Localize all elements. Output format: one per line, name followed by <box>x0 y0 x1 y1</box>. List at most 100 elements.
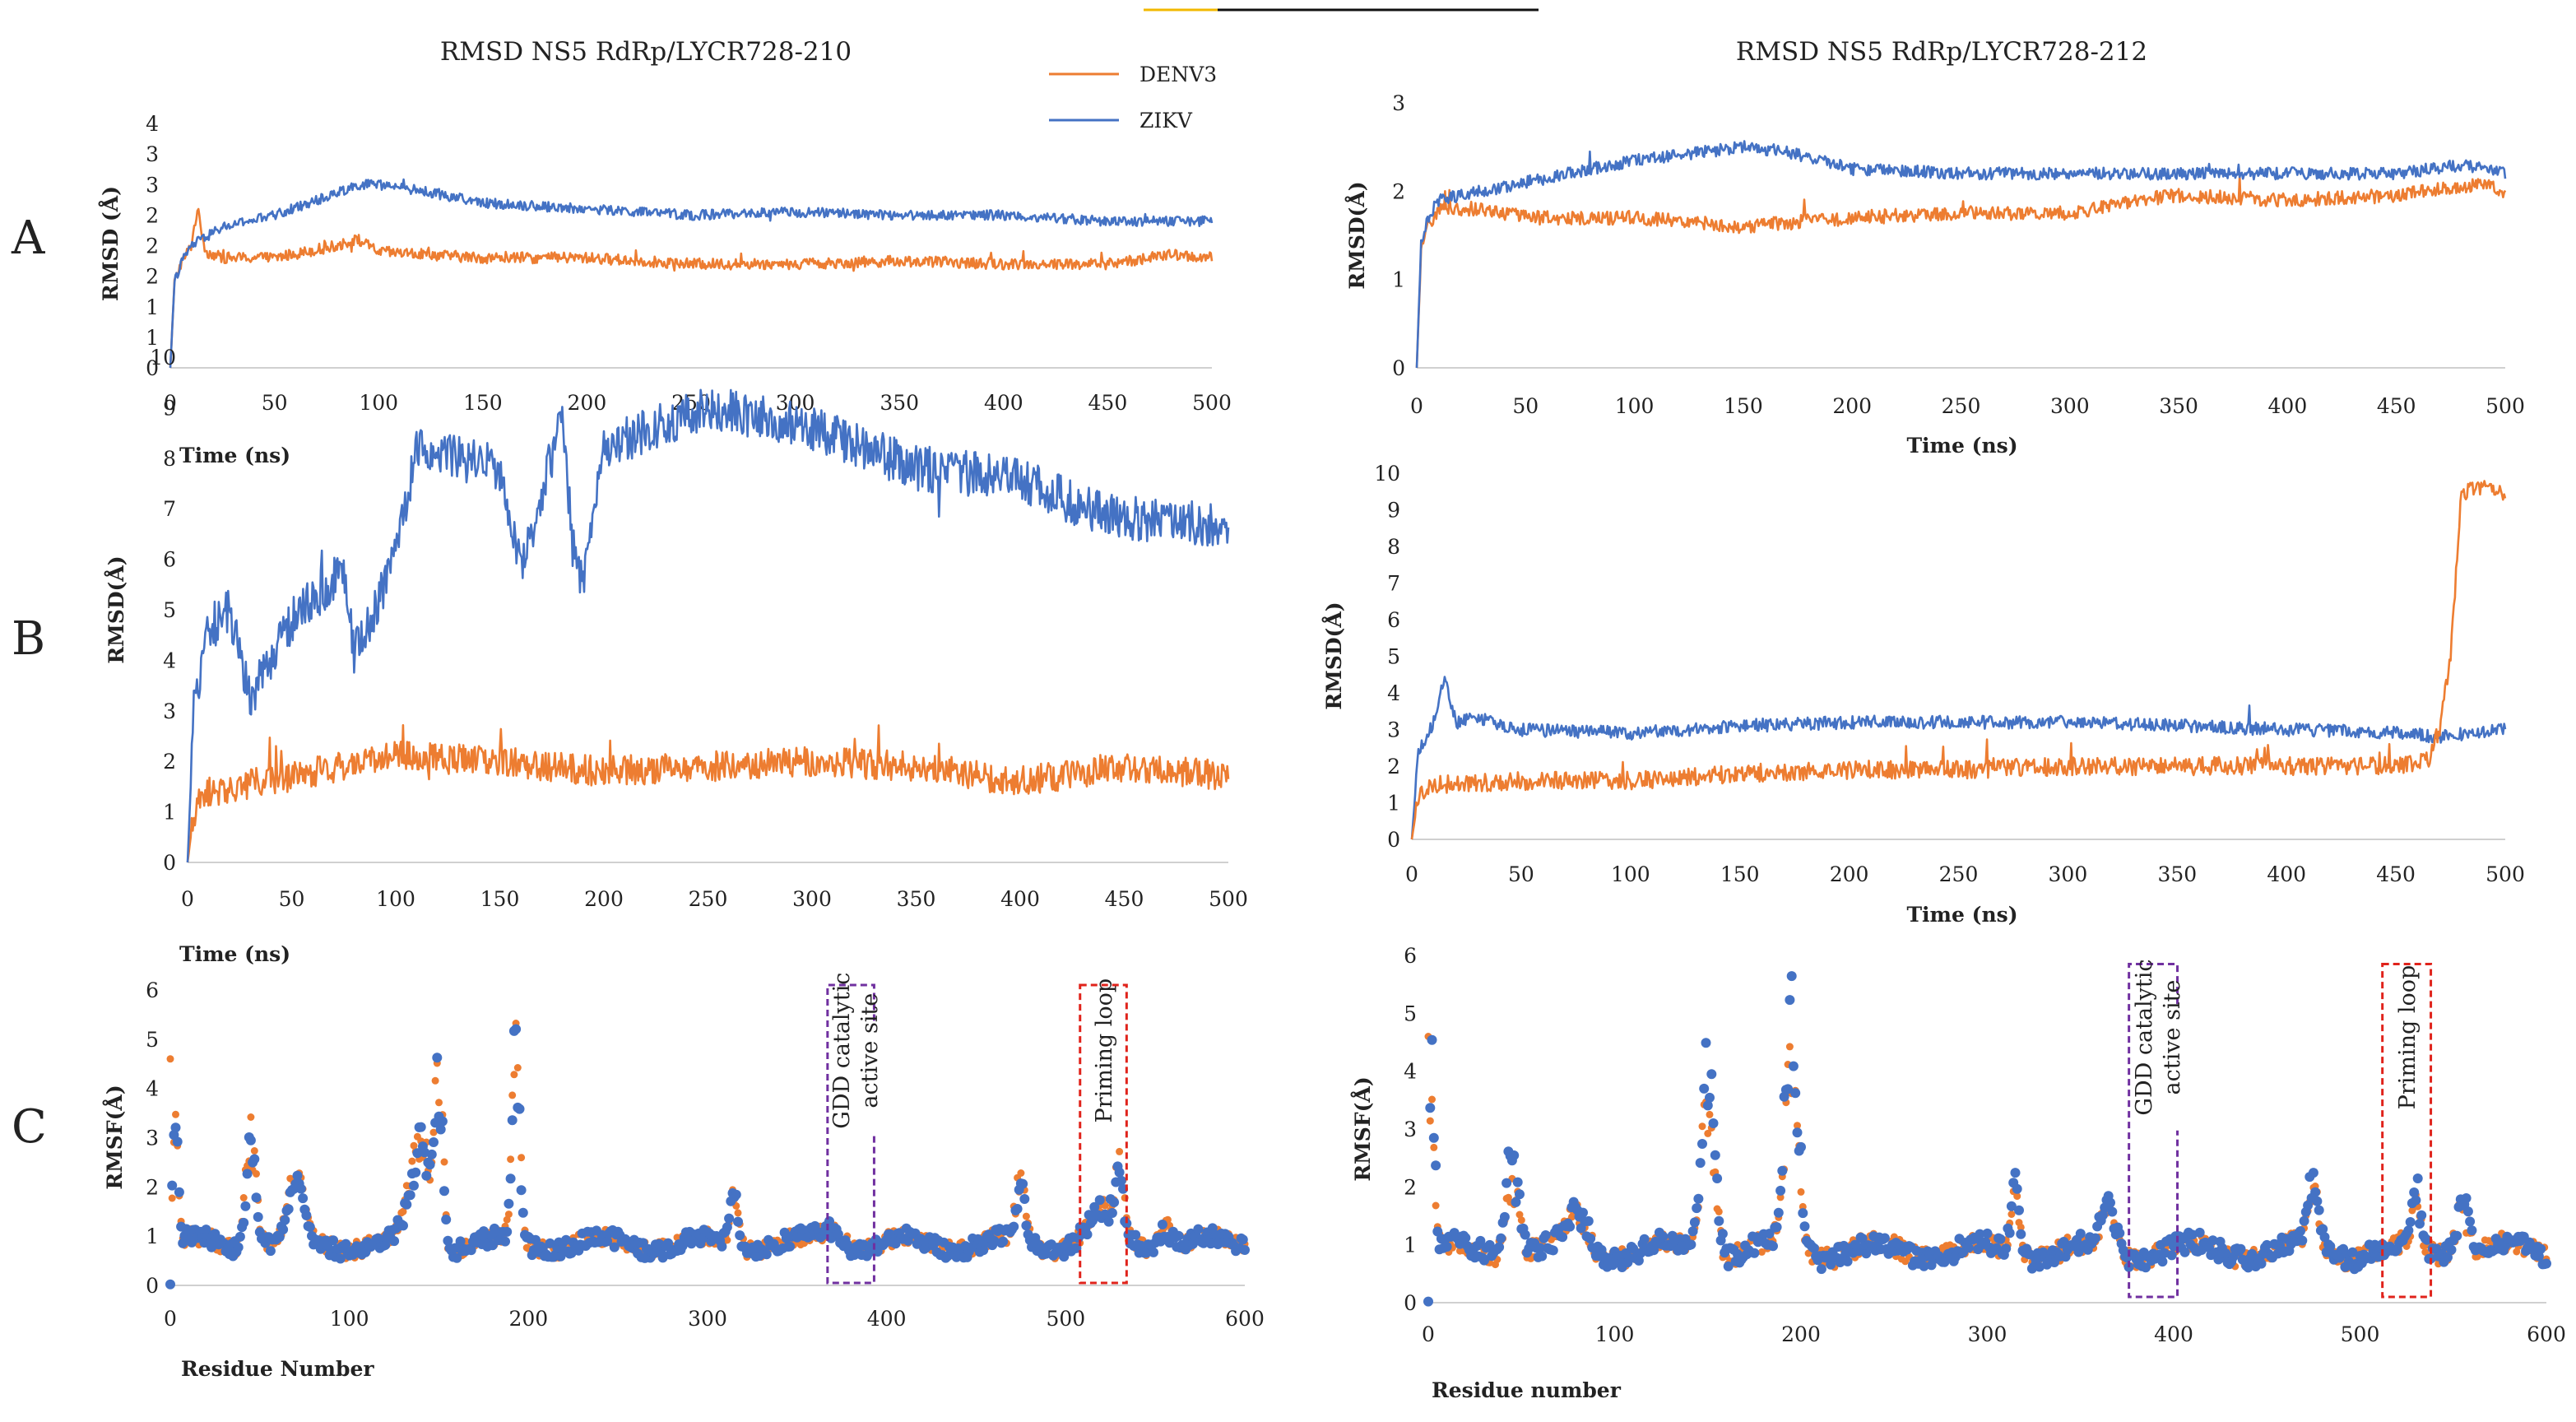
rmsf-point-zikv <box>249 1154 260 1164</box>
row-label-a: A <box>11 211 45 265</box>
rmsf-point-zikv <box>1963 1243 1974 1253</box>
rmsf-point-zikv <box>2462 1206 2473 1217</box>
rmsf-point-zikv <box>1237 1234 1248 1245</box>
rmsf-point-zikv <box>1540 1230 1551 1240</box>
rmsf-point-zikv <box>516 1185 527 1196</box>
rmsf-point-zikv <box>1512 1177 1523 1187</box>
rmsf-point-zikv <box>2308 1168 2318 1178</box>
rmsf-point-zikv <box>1796 1141 1806 1152</box>
rmsf-point-denv3 <box>504 1211 513 1219</box>
rmsf-point-denv3 <box>2007 1211 2016 1218</box>
rmsf-point-zikv <box>380 1240 391 1250</box>
rmsf-point-zikv <box>1723 1261 1734 1271</box>
x-tick-label: 0 <box>1422 1322 1435 1346</box>
rmsf-point-zikv <box>1839 1240 1850 1251</box>
title-left: RMSD NS5 RdRp/LYCR728-210 <box>440 37 852 67</box>
rmsf-point-zikv <box>415 1122 426 1132</box>
rmsf-point-denv3 <box>253 1169 260 1178</box>
gdd-site-label: GDD catalytic active site <box>829 973 883 1129</box>
rmsf-point-zikv <box>170 1122 181 1133</box>
x-tick-label: 400 <box>867 1307 907 1331</box>
y-axis-label: RMSD(Å) <box>1322 602 1346 709</box>
rmsf-point-zikv <box>504 1198 514 1209</box>
y-tick-label: 3 <box>1404 1118 1417 1141</box>
rmsf-point-zikv <box>609 1242 620 1252</box>
legend-label-denv3: DENV3 <box>1139 63 1217 86</box>
rmsf-point-denv3 <box>1698 1122 1706 1131</box>
y-tick-label: 0 <box>1404 1291 1417 1315</box>
rmsf-point-zikv <box>409 1180 419 1191</box>
y-tick-label: 4 <box>1404 1060 1417 1084</box>
rmsf-point-zikv <box>240 1201 251 1211</box>
y-axis-label: RMSD(Å) <box>1345 181 1369 289</box>
series-line-zikv <box>1410 676 2507 840</box>
rmsf-point-zikv <box>1537 1251 1548 1262</box>
x-tick-label: 250 <box>1942 394 1981 418</box>
y-tick-label: 3 <box>163 699 176 723</box>
rmsf-point-zikv <box>1121 1218 1132 1229</box>
x-tick-label: 450 <box>1088 391 1128 415</box>
rmsf-point-zikv <box>245 1135 256 1146</box>
rmsf-point-zikv <box>1633 1255 1644 1266</box>
rmsf-point-zikv <box>341 1238 351 1249</box>
rmsf-point-zikv <box>2034 1262 2045 1272</box>
rmsf-point-zikv <box>1783 1084 1794 1094</box>
rmsf-point-zikv <box>2097 1210 2108 1220</box>
x-tick-label: 600 <box>1225 1307 1265 1331</box>
rmsf-point-zikv <box>1432 1226 1443 1237</box>
rmsf-point-denv3 <box>1794 1122 1801 1130</box>
rmsf-point-zikv <box>239 1217 249 1228</box>
y-tick-label: 0 <box>1392 356 1405 380</box>
rmsf-point-zikv <box>1689 1217 1700 1228</box>
rmsf-point-zikv <box>2446 1244 2457 1255</box>
rmsf-point-zikv <box>389 1236 400 1247</box>
rmsf-point-zikv <box>1771 1222 1782 1233</box>
rmsf-point-zikv <box>733 1216 743 1227</box>
y-tick-label: 3 <box>146 1127 159 1150</box>
x-tick-label: 150 <box>1720 862 1760 886</box>
x-tick-label: 250 <box>1939 862 1979 886</box>
gdd-site-box <box>826 983 875 1285</box>
rmsf-point-zikv <box>1427 1034 1437 1045</box>
rmsf-point-zikv <box>1775 1185 1786 1196</box>
rmsf-point-zikv <box>2415 1219 2425 1229</box>
rmsf-point-zikv <box>1423 1296 1433 1307</box>
rmsf-point-zikv <box>2207 1235 2218 1246</box>
rmsf-point-zikv <box>1583 1215 1594 1226</box>
rmsf-point-denv3 <box>1704 1129 1712 1137</box>
rmsf-point-zikv <box>1692 1203 1702 1214</box>
rmsf-point-zikv <box>2090 1233 2100 1243</box>
x-tick-label: 50 <box>262 391 288 415</box>
x-tick-label: 100 <box>1611 862 1650 886</box>
rmsf-point-zikv <box>439 1186 449 1197</box>
series-line-zikv <box>169 178 1214 369</box>
rmsf-point-denv3 <box>510 1071 518 1079</box>
rmsf-point-denv3 <box>518 1154 526 1162</box>
rmsf-point-zikv <box>201 1224 211 1235</box>
rmsf-point-zikv <box>1792 1127 1803 1138</box>
rmsf-point-denv3 <box>2013 1192 2021 1201</box>
rmsf-point-zikv <box>2256 1258 2267 1269</box>
rmsf-point-denv3 <box>1430 1143 1438 1151</box>
y-tick-label: 0 <box>146 356 159 380</box>
y-tick-label: 0 <box>146 1274 159 1298</box>
rmsf-point-zikv <box>2235 1243 2246 1254</box>
y-tick-label: 6 <box>1387 608 1400 632</box>
x-tick-label: 500 <box>1192 391 1232 415</box>
x-tick-label: 200 <box>1781 1322 1821 1346</box>
rmsf-point-zikv <box>500 1236 510 1247</box>
legend: DENV3 ZIKV <box>1049 63 1217 132</box>
rmsf-point-zikv <box>251 1192 262 1203</box>
x-tick-label: 200 <box>568 391 607 415</box>
y-tick-label: 5 <box>163 598 176 622</box>
rmsf-point-zikv <box>1534 1243 1545 1253</box>
rmsf-point-denv3 <box>247 1113 255 1121</box>
rmsf-point-zikv <box>1565 1221 1576 1232</box>
rmsf-point-zikv <box>278 1224 289 1235</box>
rmsf-point-zikv <box>735 1230 745 1241</box>
rmsf-point-zikv <box>785 1241 796 1252</box>
rmsf-point-zikv <box>2262 1239 2272 1250</box>
x-axis-label: Time (ns) <box>1906 903 2017 927</box>
rmsf-point-zikv <box>507 1115 518 1126</box>
rmsf-point-zikv <box>2299 1215 2309 1226</box>
